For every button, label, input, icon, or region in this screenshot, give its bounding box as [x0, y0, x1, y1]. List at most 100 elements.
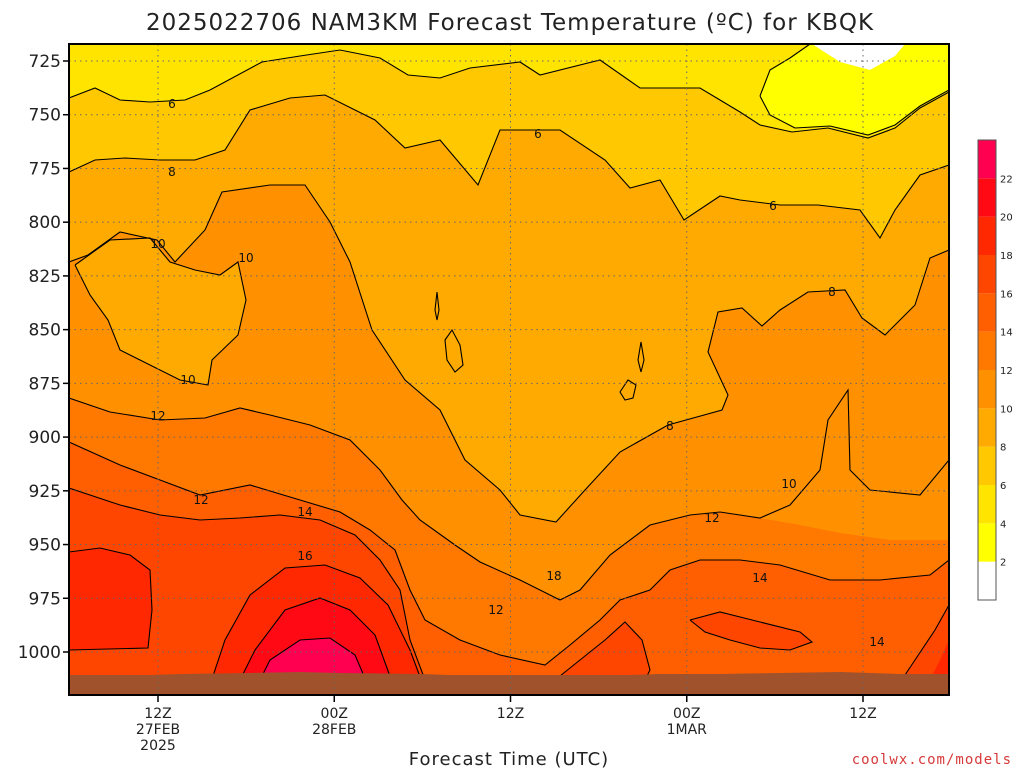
x-axis-label: Forecast Time (UTC): [409, 749, 609, 768]
x-tick-label: 12Z: [497, 706, 524, 722]
contour-16: [69, 547, 153, 651]
contour-label: 8: [168, 165, 176, 179]
y-tick-label: 950: [29, 536, 61, 556]
chart-title: 2025022706 NAM3KM Forecast Temperature (…: [146, 10, 874, 36]
colorbar-swatch: [978, 293, 996, 332]
band-2-4: [760, 44, 949, 135]
colorbar-label: 2: [1000, 558, 1006, 569]
colorbar-label: 10: [1000, 404, 1013, 415]
x-tick-label: 12Z: [144, 706, 171, 722]
plot-frame: [68, 43, 950, 696]
contour-6: [69, 49, 949, 139]
contour-label: 12: [488, 603, 503, 617]
y-tick-label: 975: [29, 589, 61, 609]
site-credit: coolwx.com/models: [852, 752, 1012, 768]
colorbar-label: 8: [1000, 443, 1006, 454]
y-tick-label: 850: [29, 321, 61, 341]
contour-20: [254, 637, 371, 691]
colorbar-label: 18: [1000, 251, 1013, 262]
contour-6b: [69, 94, 949, 240]
contour-label: 6: [168, 97, 176, 111]
band-4-6: [69, 44, 949, 138]
x-tick-label: 12Z: [849, 706, 876, 722]
contour-14-east: [689, 611, 814, 651]
colorbar-label: 16: [1000, 289, 1013, 300]
contour-18: [234, 597, 396, 691]
contour-14: [69, 487, 426, 681]
band-16-18-mid: [555, 622, 650, 690]
contour-label: 6: [534, 127, 542, 141]
contour-label: 12: [193, 493, 208, 507]
y-tick-label: 900: [29, 428, 61, 448]
colorbar-swatch: [978, 370, 996, 409]
y-tick-label: 800: [29, 213, 61, 233]
y-tick-label: 825: [29, 267, 61, 287]
y-tick-label: 1000: [18, 643, 61, 663]
contour-12: [69, 441, 949, 666]
contour-blob-a: [444, 328, 464, 373]
terrain-edge: [69, 672, 949, 695]
x-tick-label: 28FEB: [312, 722, 356, 738]
band-8-10-west: [75, 238, 246, 385]
colorbar: 2 4 6 8 10 12 14 16 18 20 22: [977, 139, 1013, 601]
y-axis: 725 750 775 800 825 850 875 900 925 950 975 1000: [18, 52, 69, 663]
contour-10: [74, 237, 247, 386]
colorbar-swatch: [978, 140, 996, 179]
colorbar-label: 20: [1000, 213, 1013, 224]
contour-label: 6: [769, 199, 777, 213]
contour-labels: 6 6 6 8 8 8 10 10 10 10 12 12 12 12 14 14 14 16 18: [150, 97, 884, 649]
y-tick-label: 925: [29, 482, 61, 502]
y-tick-label: 875: [29, 374, 61, 394]
contour-label: 14: [869, 635, 884, 649]
contour-blob-b: [619, 379, 637, 401]
y-tick-label: 725: [29, 52, 61, 72]
contour-label: 12: [150, 409, 165, 423]
contour-8: [69, 184, 949, 523]
colorbar-label: 22: [1000, 174, 1013, 185]
colorbar-label: 4: [1000, 519, 1006, 530]
contour-label: 16: [297, 549, 312, 563]
band-16-18-east: [690, 612, 812, 650]
x-tick-label: 1MAR: [667, 722, 708, 738]
contour-label: 8: [666, 419, 674, 433]
colorbar-swatch: [978, 178, 996, 217]
colorbar-label: 12: [1000, 366, 1013, 377]
colorbar-swatch: [978, 485, 996, 524]
contour-blob-d: [434, 291, 440, 321]
contour-label: 14: [752, 571, 767, 585]
band-18-20: [69, 548, 152, 650]
contour-lines: [69, 44, 949, 691]
colorbar-swatch: [978, 446, 996, 485]
x-tick-label: 2025: [140, 738, 176, 754]
colorbar-swatch: [978, 216, 996, 255]
contour-16b: [209, 564, 426, 691]
contour-label: 10: [781, 477, 796, 491]
contour-label: 10: [180, 373, 195, 387]
gridlines: [69, 44, 949, 695]
contour-label: 14: [297, 505, 312, 519]
contour-label: 12: [704, 511, 719, 525]
band-0-2: [812, 44, 905, 70]
colorbar-label: 14: [1000, 328, 1013, 339]
contour-10b: [69, 388, 949, 601]
x-tick-label: 00Z: [673, 706, 700, 722]
contour-4: [759, 44, 949, 136]
colorbar-swatch: [978, 408, 996, 447]
y-tick-label: 775: [29, 159, 61, 179]
colorbar-swatch: [978, 331, 996, 370]
colorbar-swatch: [978, 255, 996, 294]
colorbar-swatch: [978, 523, 996, 562]
colorbar-frame: [977, 139, 997, 601]
y-tick-label: 750: [29, 106, 61, 126]
plot-area: 6 6 6 8 8 8 10 10 10 10 12 12 12 12 14 14 14 16 18: [69, 44, 949, 695]
x-tick-label: 00Z: [321, 706, 348, 722]
contour-14-mid: [554, 621, 651, 691]
contour-label: 10: [238, 251, 253, 265]
contour-label: 8: [828, 285, 836, 299]
contour-blob-c: [637, 341, 645, 373]
x-tick-label: 27FEB: [136, 722, 180, 738]
colorbar-label: 6: [1000, 481, 1006, 492]
band-16-18-se: [895, 605, 949, 690]
contour-label: 18: [546, 569, 561, 583]
